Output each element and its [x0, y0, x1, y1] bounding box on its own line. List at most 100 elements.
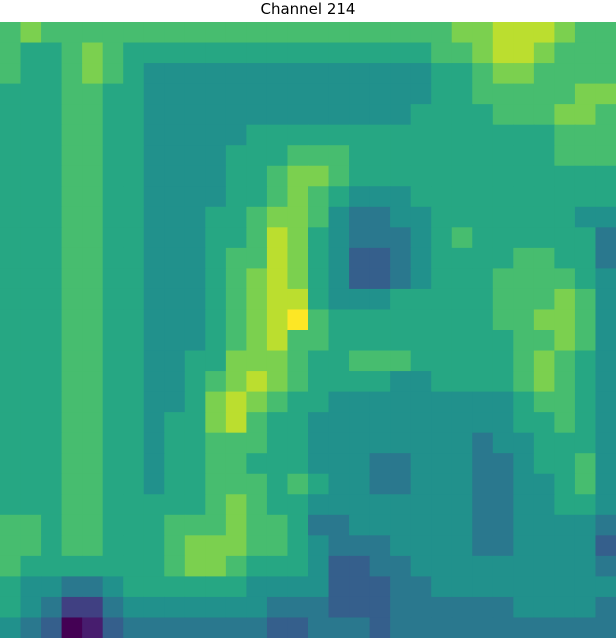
- heatmap-cell: [143, 83, 165, 105]
- heatmap-cell: [513, 371, 535, 393]
- heatmap-cell: [451, 596, 473, 619]
- heatmap-cell: [246, 350, 268, 372]
- heatmap-cell: [410, 124, 432, 146]
- heatmap-cell: [287, 145, 309, 167]
- heatmap-cell: [472, 186, 494, 208]
- heatmap-cell: [533, 473, 555, 495]
- heatmap-cell: [102, 514, 124, 536]
- heatmap-cell: [513, 555, 535, 577]
- heatmap-cell: [349, 145, 371, 167]
- heatmap-cell: [308, 596, 330, 619]
- heatmap-cell: [61, 268, 83, 290]
- heatmap-cell: [328, 247, 350, 269]
- heatmap-cell: [266, 330, 289, 352]
- heatmap-cell: [390, 330, 412, 352]
- heatmap-cell: [533, 104, 555, 126]
- heatmap-cell: [472, 617, 494, 638]
- heatmap-cell: [41, 83, 63, 105]
- heatmap-cell: [61, 576, 83, 598]
- heatmap-cell: [20, 555, 42, 577]
- heatmap-cell: [390, 145, 412, 167]
- heatmap-cell: [205, 124, 227, 146]
- heatmap-cell: [533, 330, 555, 352]
- heatmap-cell: [431, 63, 453, 85]
- heatmap-cell: [533, 206, 555, 228]
- heatmap-cell: [61, 350, 83, 372]
- heatmap-cell: [205, 206, 227, 228]
- heatmap-cell: [431, 412, 453, 434]
- heatmap-cell: [61, 391, 83, 413]
- heatmap-cell: [410, 145, 432, 167]
- heatmap-cell: [431, 617, 453, 638]
- heatmap-cell: [143, 22, 165, 44]
- heatmap-cell: [0, 124, 22, 146]
- heatmap-cell: [574, 186, 597, 208]
- heatmap-cell: [308, 124, 330, 146]
- heatmap-cell: [41, 535, 63, 557]
- heatmap-cell: [287, 330, 309, 352]
- heatmap-cell: [451, 104, 473, 126]
- heatmap-cell: [308, 576, 330, 598]
- heatmap-cell: [308, 432, 330, 454]
- heatmap-cell: [451, 165, 473, 187]
- heatmap-cell: [492, 412, 514, 434]
- heatmap-cell: [513, 391, 535, 413]
- heatmap-cell: [554, 206, 576, 228]
- heatmap-cell: [143, 288, 165, 311]
- heatmap-cell: [472, 330, 494, 352]
- heatmap-cell: [246, 165, 268, 187]
- heatmap-cell: [102, 371, 124, 393]
- heatmap-cell: [20, 330, 42, 352]
- heatmap-cell: [574, 412, 597, 434]
- heatmap-cell: [184, 22, 206, 44]
- heatmap-cell: [184, 104, 206, 126]
- heatmap-cell: [41, 42, 63, 64]
- heatmap-cell: [41, 453, 63, 475]
- heatmap-cell: [266, 247, 289, 269]
- heatmap-cell: [349, 22, 371, 44]
- heatmap-cell: [410, 330, 432, 352]
- heatmap-cell: [554, 535, 576, 557]
- heatmap-cell: [513, 63, 535, 85]
- heatmap-cell: [266, 186, 289, 208]
- heatmap-cell: [595, 309, 616, 331]
- heatmap-cell: [390, 453, 412, 475]
- heatmap-cell: [20, 535, 42, 557]
- heatmap-cell: [513, 596, 535, 619]
- heatmap-cell: [410, 514, 432, 536]
- heatmap-cell: [123, 165, 145, 187]
- heatmap-cell: [574, 617, 597, 638]
- heatmap-cell: [492, 145, 514, 167]
- heatmap-cell: [225, 206, 247, 228]
- heatmap-cell: [554, 22, 576, 44]
- heatmap-cell: [82, 350, 104, 372]
- heatmap-cell: [595, 617, 616, 638]
- heatmap-cell: [492, 555, 514, 577]
- heatmap-cell: [20, 268, 42, 290]
- heatmap-cell: [349, 371, 371, 393]
- heatmap-cell: [369, 555, 391, 577]
- heatmap-cell: [574, 391, 597, 413]
- heatmap-cell: [82, 371, 104, 393]
- heatmap-cell: [82, 268, 104, 290]
- heatmap-cell: [41, 432, 63, 454]
- heatmap-cell: [431, 432, 453, 454]
- heatmap-cell: [308, 617, 330, 638]
- heatmap-cell: [205, 555, 227, 577]
- heatmap-cell: [554, 412, 576, 434]
- heatmap-cell: [61, 288, 83, 311]
- heatmap-cell: [328, 617, 350, 638]
- heatmap-cell: [410, 350, 432, 372]
- heatmap-cell: [513, 494, 535, 516]
- heatmap-cell: [41, 514, 63, 536]
- heatmap-cell: [328, 391, 350, 413]
- heatmap-cell: [349, 412, 371, 434]
- heatmap-cell: [123, 288, 145, 311]
- heatmap-cell: [41, 288, 63, 311]
- heatmap-cell: [287, 288, 309, 311]
- heatmap-cell: [287, 247, 309, 269]
- heatmap-cell: [41, 576, 63, 598]
- heatmap-cell: [349, 83, 371, 105]
- heatmap-cell: [390, 391, 412, 413]
- heatmap-cell: [102, 268, 124, 290]
